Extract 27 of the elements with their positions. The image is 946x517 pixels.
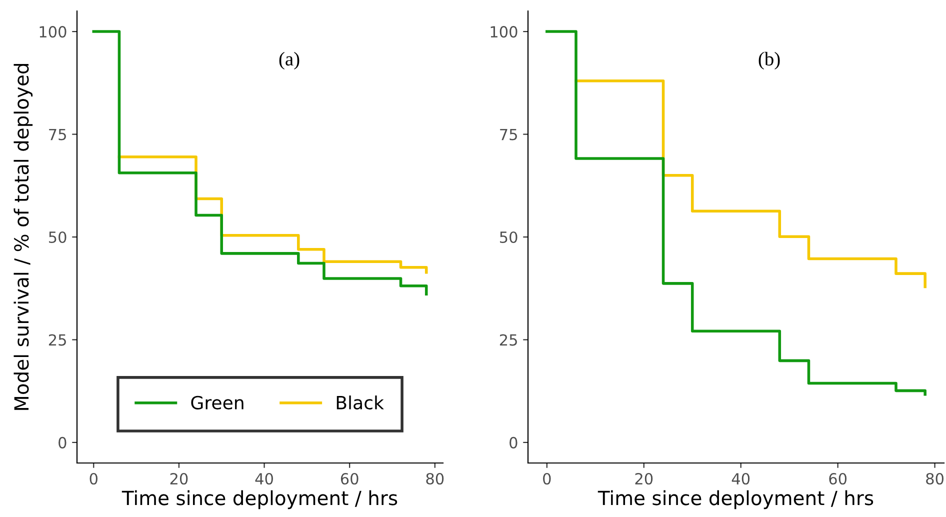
y-tick-label: 25: [48, 334, 66, 346]
y-tick-label: 100: [490, 26, 518, 38]
x-axis-title: Time since deployment / hrs: [122, 490, 398, 510]
y-tick-label: 0: [58, 436, 66, 448]
legend-label: Black: [336, 396, 384, 410]
x-tick-label: 40: [255, 472, 273, 485]
x-tick-label: 20: [170, 472, 188, 485]
legend-label: Green: [191, 396, 244, 410]
annotation: (b): [758, 52, 780, 70]
x-tick-label: 0: [543, 472, 551, 485]
y-tick-label: 100: [40, 26, 66, 38]
x-tick-label: 60: [340, 472, 358, 485]
x-tick-label: 20: [635, 472, 653, 485]
x-tick-label: 0: [90, 472, 98, 485]
y-tick-label: 0: [510, 436, 518, 448]
annotation: (a): [279, 52, 300, 70]
y-tick-label: 50: [49, 231, 66, 244]
y-tick-label: 50: [500, 231, 518, 244]
y-tick-label: 75: [49, 128, 66, 140]
x-tick-label: 40: [732, 472, 750, 485]
x-tick-label: 80: [926, 472, 944, 485]
x-tick-label: 60: [829, 472, 847, 485]
y-tick-label: 75: [500, 128, 517, 140]
x-axis-title: Time since deployment / hrs: [598, 490, 874, 510]
y-tick-label: 25: [500, 334, 517, 346]
x-tick-label: 80: [426, 472, 444, 485]
y-axis-title: Model survival / % of total deployed: [14, 64, 33, 410]
